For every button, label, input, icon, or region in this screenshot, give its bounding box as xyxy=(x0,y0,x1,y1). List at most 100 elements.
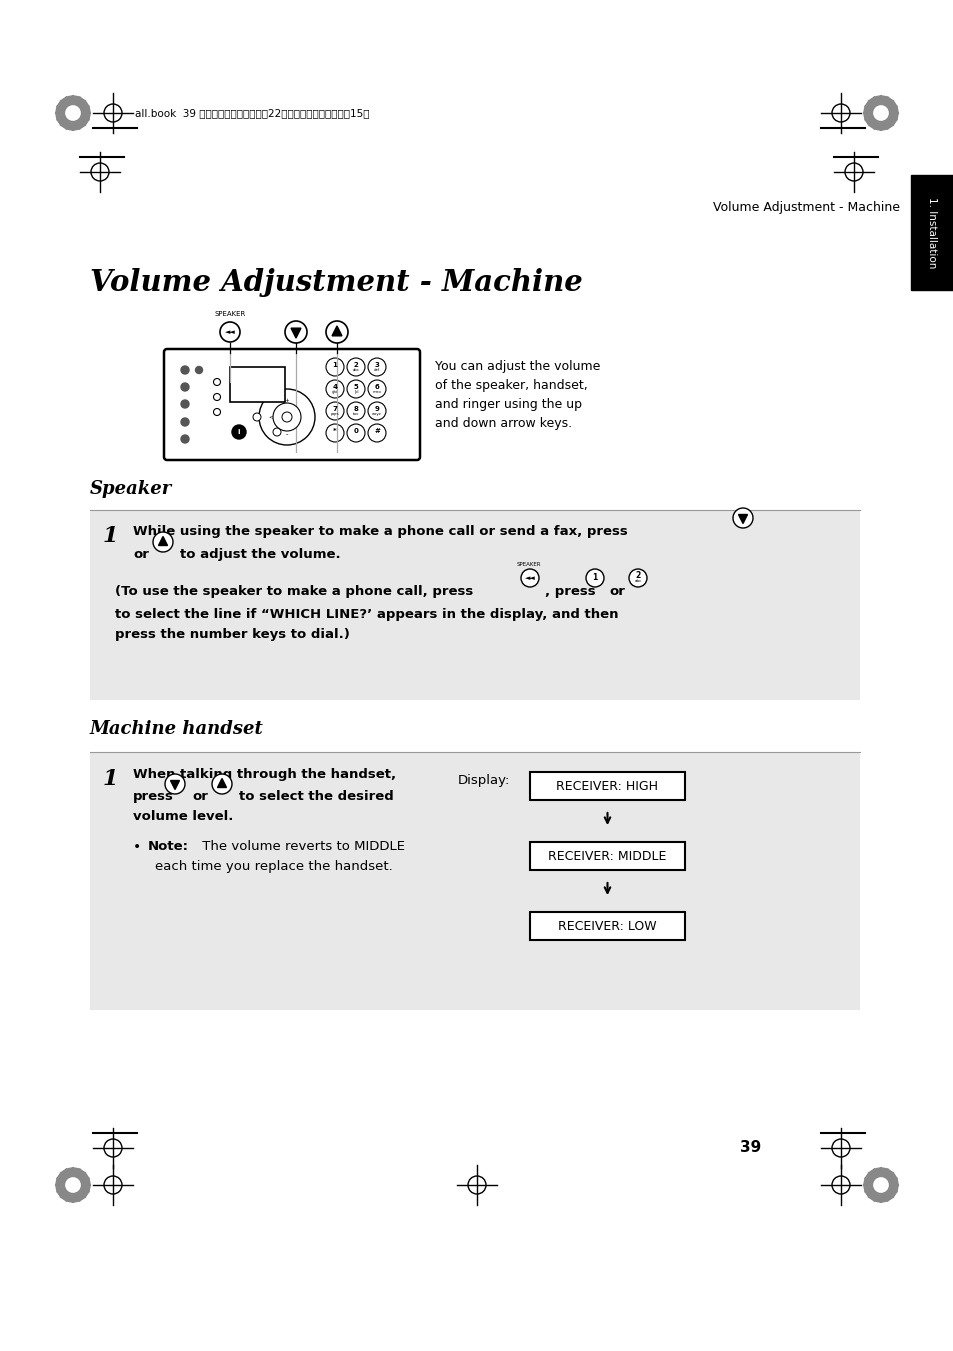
Circle shape xyxy=(181,435,189,443)
Circle shape xyxy=(285,322,307,343)
Text: pqrs: pqrs xyxy=(331,412,339,416)
Circle shape xyxy=(56,1169,90,1202)
Circle shape xyxy=(326,403,344,420)
Polygon shape xyxy=(291,328,300,338)
Circle shape xyxy=(368,358,386,376)
Circle shape xyxy=(520,569,538,586)
Circle shape xyxy=(326,358,344,376)
Circle shape xyxy=(273,428,281,436)
Text: to select the desired: to select the desired xyxy=(239,790,394,802)
FancyBboxPatch shape xyxy=(164,349,419,459)
Text: 7: 7 xyxy=(333,407,337,412)
Circle shape xyxy=(212,774,232,794)
Text: ghi: ghi xyxy=(332,390,337,394)
Text: i: i xyxy=(237,430,240,435)
Text: abc: abc xyxy=(352,367,359,372)
Text: jkl: jkl xyxy=(354,390,358,394)
Text: The volume reverts to MIDDLE: The volume reverts to MIDDLE xyxy=(198,840,405,852)
Circle shape xyxy=(181,417,189,426)
Circle shape xyxy=(732,508,752,528)
Text: Machine handset: Machine handset xyxy=(90,720,264,738)
Text: to adjust the volume.: to adjust the volume. xyxy=(180,549,340,561)
Text: all.book  39 ページ　２００４年６月22日　火曜日　午後１２時15分: all.book 39 ページ ２００４年６月22日 火曜日 午後１２時15分 xyxy=(135,108,369,118)
Text: Note:: Note: xyxy=(148,840,189,852)
Circle shape xyxy=(347,358,365,376)
Circle shape xyxy=(258,389,314,444)
Circle shape xyxy=(181,366,189,374)
Circle shape xyxy=(628,569,646,586)
Text: +: + xyxy=(284,397,289,403)
Polygon shape xyxy=(217,778,226,788)
Text: RECEIVER: HIGH: RECEIVER: HIGH xyxy=(556,781,658,793)
Circle shape xyxy=(220,322,240,342)
Text: 4: 4 xyxy=(333,384,337,390)
Circle shape xyxy=(326,424,344,442)
Text: 1. Installation: 1. Installation xyxy=(926,197,936,269)
Text: or: or xyxy=(192,790,208,802)
Circle shape xyxy=(56,96,90,130)
Text: abc: abc xyxy=(634,580,641,584)
FancyBboxPatch shape xyxy=(530,771,684,800)
Polygon shape xyxy=(171,781,179,789)
Text: mno: mno xyxy=(373,390,381,394)
Text: While using the speaker to make a phone call or send a fax, press: While using the speaker to make a phone … xyxy=(132,526,627,538)
FancyBboxPatch shape xyxy=(910,176,953,290)
Circle shape xyxy=(66,105,80,120)
Circle shape xyxy=(213,408,220,416)
Text: 1: 1 xyxy=(333,362,337,367)
Text: -: - xyxy=(286,431,288,436)
Circle shape xyxy=(368,424,386,442)
Text: wxyz: wxyz xyxy=(372,412,381,416)
Circle shape xyxy=(326,380,344,399)
Circle shape xyxy=(347,403,365,420)
Text: When talking through the handset,: When talking through the handset, xyxy=(132,767,395,781)
Circle shape xyxy=(873,1178,887,1192)
FancyBboxPatch shape xyxy=(90,753,859,1011)
Text: Display:: Display: xyxy=(457,774,510,788)
Text: SPEAKER: SPEAKER xyxy=(517,562,540,567)
Polygon shape xyxy=(738,515,747,523)
Circle shape xyxy=(368,403,386,420)
Circle shape xyxy=(232,426,246,439)
Text: each time you replace the handset.: each time you replace the handset. xyxy=(154,861,393,873)
Text: Volume Adjustment - Machine: Volume Adjustment - Machine xyxy=(712,201,899,215)
Text: volume level.: volume level. xyxy=(132,811,233,823)
Circle shape xyxy=(181,400,189,408)
Text: or: or xyxy=(132,549,149,561)
Text: SPEAKER: SPEAKER xyxy=(214,311,245,317)
Text: 39: 39 xyxy=(740,1140,760,1155)
Circle shape xyxy=(213,393,220,400)
Text: 9: 9 xyxy=(375,407,379,412)
Circle shape xyxy=(66,1178,80,1192)
Text: ◄◄: ◄◄ xyxy=(224,330,235,335)
Text: *: * xyxy=(333,428,336,434)
Circle shape xyxy=(181,382,189,390)
Circle shape xyxy=(253,413,261,422)
FancyBboxPatch shape xyxy=(530,912,684,940)
Text: #: # xyxy=(374,428,379,434)
Text: Speaker: Speaker xyxy=(90,480,172,499)
Text: 2: 2 xyxy=(635,571,640,581)
Text: RECEIVER: MIDDLE: RECEIVER: MIDDLE xyxy=(548,851,666,863)
Circle shape xyxy=(165,774,185,794)
Text: 8: 8 xyxy=(354,407,358,412)
Text: , press: , press xyxy=(544,585,595,598)
FancyBboxPatch shape xyxy=(530,842,684,870)
Circle shape xyxy=(213,378,220,385)
Text: RECEIVER: LOW: RECEIVER: LOW xyxy=(558,920,656,934)
Circle shape xyxy=(368,380,386,399)
Text: ◄◄: ◄◄ xyxy=(524,576,535,581)
Text: 1: 1 xyxy=(103,526,118,547)
Text: press: press xyxy=(132,790,173,802)
Circle shape xyxy=(863,1169,897,1202)
Text: 3: 3 xyxy=(375,362,379,367)
FancyBboxPatch shape xyxy=(90,509,859,700)
Text: press the number keys to dial.): press the number keys to dial.) xyxy=(115,628,350,640)
Circle shape xyxy=(152,532,172,553)
Text: tuv: tuv xyxy=(353,412,358,416)
Circle shape xyxy=(273,403,301,431)
Text: You can adjust the volume
of the speaker, handset,
and ringer using the up
and d: You can adjust the volume of the speaker… xyxy=(435,359,599,430)
Circle shape xyxy=(347,424,365,442)
Circle shape xyxy=(195,366,202,373)
Text: 2: 2 xyxy=(354,362,358,367)
